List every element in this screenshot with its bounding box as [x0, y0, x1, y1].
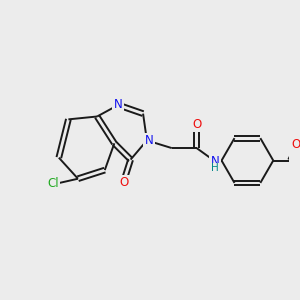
Text: N: N — [212, 158, 220, 168]
Text: N: N — [114, 98, 123, 111]
Text: H: H — [211, 163, 219, 173]
Text: N: N — [211, 155, 219, 168]
Text: O: O — [119, 176, 128, 189]
Text: O: O — [192, 118, 201, 131]
Text: O: O — [292, 138, 300, 151]
Text: N: N — [212, 158, 220, 168]
Text: Cl: Cl — [47, 177, 59, 190]
Text: N: N — [144, 134, 153, 147]
